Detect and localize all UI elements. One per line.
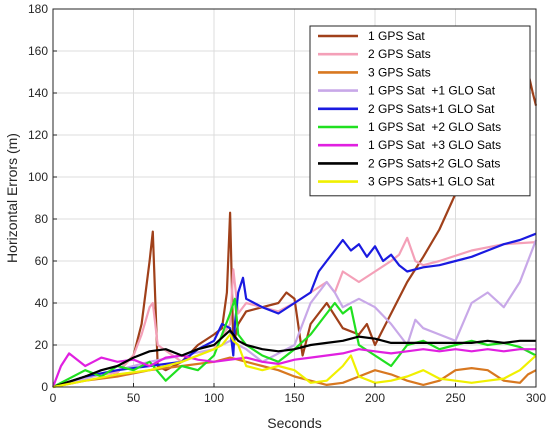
tick-labels: 0 50 100 150 200 250 300 0 20 40 60 80 100 120 140 160 1… (28, 2, 546, 405)
legend-entry-label: 1 GPS Sat +3 GLO Sats (368, 138, 501, 152)
legend-entry-label: 2 GPS Sats+1 GLO Sat (368, 102, 495, 116)
x-tick-label: 150 (284, 391, 304, 405)
series-line-4 (52, 239, 538, 389)
y-tick-label: 0 (41, 380, 48, 394)
legend-entry-label: 1 GPS Sat +1 GLO Sat (368, 84, 496, 98)
x-tick-label: 100 (204, 391, 224, 405)
y-axis-title: Horizontal Errors (m) (4, 133, 20, 263)
legend-entry-label: 2 GPS Sats (368, 47, 431, 61)
y-tick-label: 60 (35, 254, 49, 268)
y-tick-label: 80 (35, 212, 49, 226)
x-tick-label: 50 (127, 391, 141, 405)
legend-entry-label: 3 GPS Sats+1 GLO Sat (368, 175, 495, 189)
y-tick-label: 180 (28, 2, 48, 16)
series-line-8 (52, 329, 536, 389)
series-line-9 (52, 333, 537, 389)
series-lines (51, 70, 538, 389)
x-tick-label: 0 (50, 391, 57, 405)
x-tick-label: 300 (526, 391, 546, 405)
y-tick-label: 100 (28, 170, 48, 184)
legend: 1 GPS Sat 2 GPS Sats 3 GPS Sats 1 GPS Sat +… (309, 25, 531, 197)
y-tick-label: 20 (35, 338, 49, 352)
series-line-5 (52, 232, 537, 389)
y-tick-label: 140 (28, 86, 48, 100)
series-line-7 (51, 348, 536, 388)
x-axis-title: Seconds (267, 415, 321, 431)
legend-entry-label: 1 GPS Sat +2 GLO Sats (368, 120, 501, 134)
series-line-6 (52, 297, 537, 388)
legend-entry-label: 1 GPS Sat (368, 29, 425, 43)
x-tick-label: 200 (365, 391, 385, 405)
legend-entry-label: 2 GPS Sats+2 GLO Sats (368, 156, 500, 170)
y-tick-label: 120 (28, 128, 48, 142)
legend-entry-label: 3 GPS Sats (368, 65, 431, 79)
series-line-3 (52, 356, 537, 389)
y-tick-label: 40 (35, 296, 49, 310)
y-tick-label: 160 (28, 44, 48, 58)
x-tick-label: 250 (445, 391, 465, 405)
